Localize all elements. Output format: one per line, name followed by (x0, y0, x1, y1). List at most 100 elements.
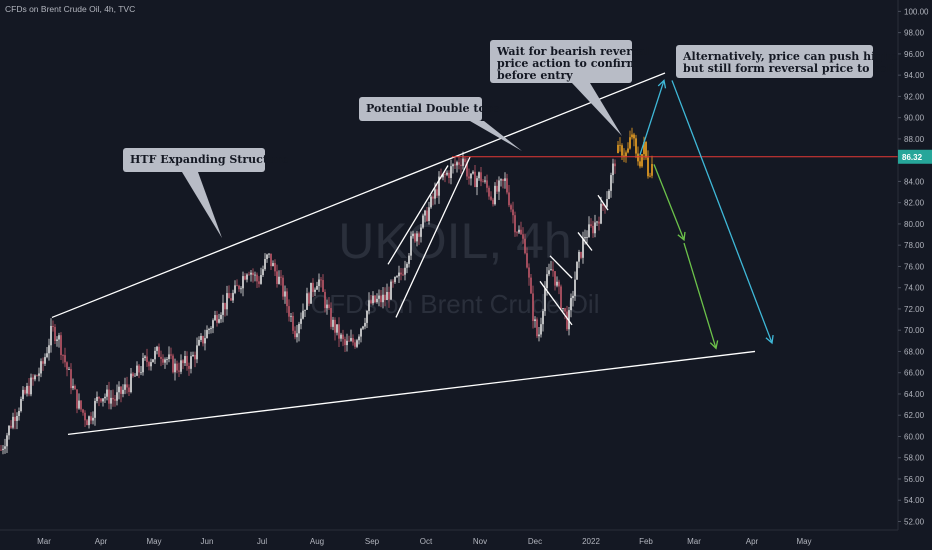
candle-body (254, 274, 256, 276)
trendlines-layer (51, 72, 900, 435)
candle-body (627, 148, 629, 153)
candle-body (214, 315, 216, 321)
callout-double-tops[interactable]: Potential Double tops (359, 97, 522, 151)
candle-body (444, 173, 446, 175)
x-axis-tick-label: Jun (201, 537, 214, 546)
candle-body (328, 304, 330, 309)
candle-body (88, 416, 90, 426)
y-axis-tick-label: 96.00 (904, 50, 925, 59)
candle-body (112, 397, 114, 400)
candle-body (318, 279, 320, 287)
candle-body (324, 291, 326, 309)
candle-body (312, 282, 314, 292)
callout-box (123, 148, 265, 172)
candle-body (176, 363, 178, 371)
watermark-ticker: UKOIL, 4h (338, 213, 571, 269)
candle-body (150, 362, 152, 367)
candle-body (590, 224, 592, 226)
candle-body (228, 293, 230, 299)
candle-body (458, 162, 460, 165)
callout-text-line: but still form reversal price to sell (683, 62, 895, 75)
y-axis-tick-label: 80.00 (904, 220, 925, 229)
candle-body (242, 276, 244, 289)
candle-body (22, 389, 24, 400)
callout-alternatively[interactable]: Alternatively, price can push higherbut … (676, 45, 904, 78)
candle-body (528, 267, 530, 278)
candle-body (424, 210, 426, 216)
candle-body (508, 192, 510, 206)
x-axis-tick-label: Oct (420, 537, 433, 546)
candle-body (651, 164, 653, 176)
candle-body (416, 233, 418, 242)
candle-body (566, 311, 568, 330)
candle-body (54, 326, 56, 341)
candle-body (556, 281, 558, 286)
y-axis-tick-label: 98.00 (904, 29, 925, 38)
candle-body (206, 330, 208, 339)
candle-body (562, 308, 564, 309)
candle-body (20, 399, 22, 412)
candle-body (498, 180, 500, 192)
candle-body (300, 318, 302, 324)
candle-body (104, 396, 106, 399)
trendline-flag-1 (539, 280, 573, 326)
candle-body (382, 294, 384, 303)
candle-body (92, 417, 94, 421)
candle-body (350, 338, 352, 341)
y-axis-tick-label: 72.00 (904, 305, 925, 314)
candle-body (608, 190, 610, 200)
candle-body (246, 274, 248, 280)
trendline-flag-4 (597, 194, 609, 211)
candle-body (629, 137, 631, 149)
candle-body (86, 420, 88, 426)
y-axis-tick-label: 70.00 (904, 326, 925, 335)
candle-body (286, 291, 288, 307)
candle-body (376, 298, 378, 303)
callout-htf-expanding[interactable]: HTF Expanding Structure (123, 148, 289, 238)
x-axis[interactable]: Mar Apr May Jun Jul Aug Sep Oct Nov Dec 2022 Feb Mar… (0, 529, 898, 546)
candle-body (310, 282, 312, 304)
candle-body (602, 203, 604, 206)
candle-body (34, 375, 36, 380)
candle-body (641, 154, 643, 167)
candle-body (598, 221, 600, 224)
watermark-name: CFDs on Brent Crude Oil (311, 289, 600, 319)
candle-body (224, 302, 226, 310)
candle-body (298, 323, 300, 334)
candle-body (138, 365, 140, 373)
candle-body (342, 334, 344, 340)
candle-body (134, 375, 136, 377)
candle-body (118, 386, 120, 393)
candle-body (470, 173, 472, 179)
y-axis[interactable]: 52.00 54.00 56.00 58.00 60.00 62.00 64.00 66.00… (897, 0, 932, 530)
candle-body (60, 335, 62, 356)
y-axis-tick-label: 62.00 (904, 411, 925, 420)
candle-body (637, 153, 639, 162)
candle-body (378, 295, 380, 299)
candle-body (120, 386, 122, 394)
candle-body (574, 279, 576, 296)
candle-body (410, 236, 412, 256)
candle-body (356, 340, 358, 347)
candle-body (158, 346, 160, 357)
candle-body (108, 389, 110, 404)
candle-body (210, 328, 212, 330)
candle-body (538, 334, 540, 337)
candle-body (400, 272, 402, 275)
candle-body (24, 389, 26, 394)
candle-body (126, 384, 128, 388)
candle-body (106, 389, 108, 397)
candle-body (148, 362, 150, 367)
candle-body (476, 178, 478, 188)
candle-body (80, 400, 82, 410)
candle-body (374, 295, 376, 303)
candle-body (362, 326, 364, 329)
candle-body (290, 315, 292, 317)
candle-body (454, 164, 456, 166)
candle-body (252, 272, 254, 276)
candle-body (122, 389, 124, 394)
candle-body (619, 144, 621, 146)
candle-body (16, 415, 18, 421)
